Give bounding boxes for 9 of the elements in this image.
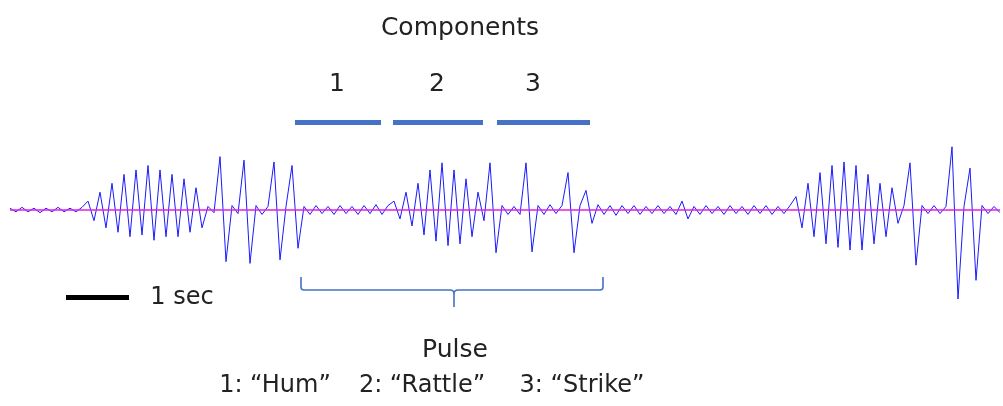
text: 1 [329, 68, 345, 97]
text: Components [379, 12, 541, 41]
text: 1: “Hum” [219, 370, 331, 398]
text: 3: “Strike” [519, 370, 645, 398]
text: 2: “Rattle” [358, 370, 486, 398]
text: 3 [525, 68, 541, 97]
text: 2 [429, 68, 445, 97]
text: Pulse [421, 334, 489, 363]
annotation: 1 sec [149, 282, 215, 310]
